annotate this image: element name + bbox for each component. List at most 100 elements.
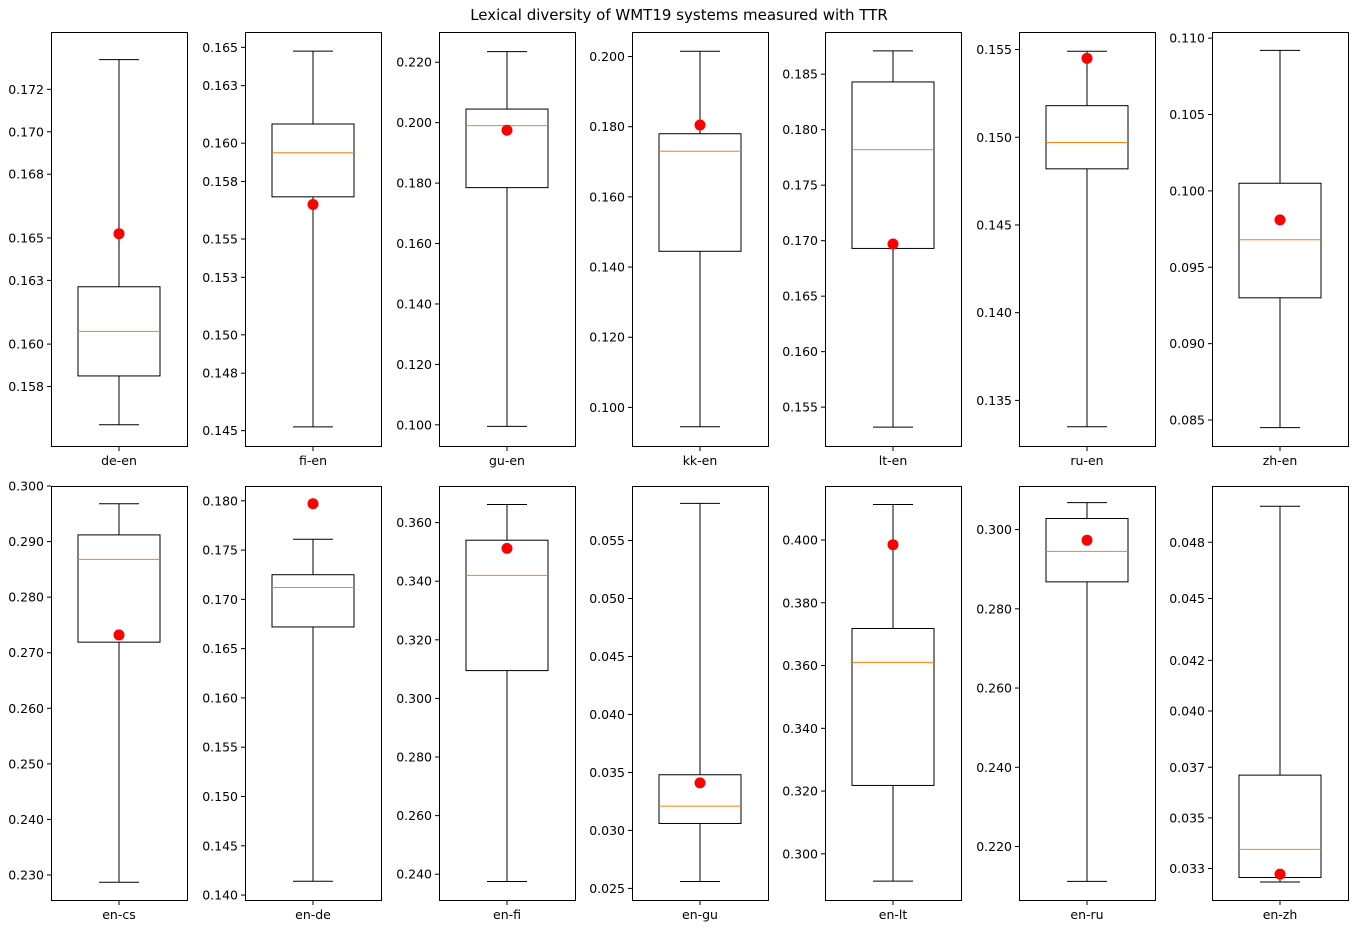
y-tick-label: 0.100 <box>396 417 432 432</box>
y-tick-label: 0.180 <box>396 176 432 191</box>
x-tick-label: en-ru <box>1070 907 1103 922</box>
y-tick-label: 0.163 <box>202 78 238 93</box>
y-tick-label: 0.135 <box>976 393 1012 408</box>
y-tick-label: 0.260 <box>396 808 432 823</box>
x-tick-label: en-gu <box>682 907 718 922</box>
y-tick-label: 0.220 <box>396 55 432 70</box>
y-tick-label: 0.120 <box>396 357 432 372</box>
subplot-gu-en: 0.100 0.120 0.140 0.160 0.180 0.200 0.220 gu-en <box>396 32 576 468</box>
y-tick-label: 0.085 <box>1169 413 1205 428</box>
subplot-en-ru: 0.220 0.240 0.260 0.280 0.300 en-ru <box>976 486 1156 922</box>
subplot-lt-en: 0.155 0.160 0.165 0.170 0.175 0.180 0.185 lt-en <box>782 32 962 468</box>
y-tick-label: 0.035 <box>589 765 625 780</box>
y-tick-label: 0.200 <box>589 49 625 64</box>
x-tick-label: en-lt <box>879 907 908 922</box>
y-tick-label: 0.185 <box>782 67 818 82</box>
y-tick-label: 0.360 <box>396 515 432 530</box>
axes-frame <box>245 32 382 447</box>
y-tick-label: 0.200 <box>396 115 432 130</box>
y-tick-label: 0.380 <box>782 595 818 610</box>
iqr-box <box>271 123 355 198</box>
y-tick-label: 0.180 <box>589 119 625 134</box>
y-tick-label: 0.180 <box>782 122 818 137</box>
iqr-box <box>465 539 549 672</box>
y-tick-label: 0.240 <box>976 760 1012 775</box>
y-tick-label: 0.145 <box>202 423 238 438</box>
point-marker <box>694 777 706 789</box>
point-marker <box>1274 868 1286 880</box>
x-tick-label: fi-en <box>299 453 327 468</box>
subplot-en-de: 0.140 0.145 0.150 0.155 0.160 0.165 0.170 0.175… <box>202 486 382 922</box>
x-tick-label: en-fi <box>493 907 521 922</box>
point-marker <box>113 629 125 641</box>
y-tick-label: 0.158 <box>202 174 238 189</box>
y-tick-label: 0.155 <box>202 232 238 247</box>
y-tick-label: 0.145 <box>202 838 238 853</box>
y-tick-label: 0.165 <box>202 40 238 55</box>
y-tick-label: 0.340 <box>396 574 432 589</box>
y-tick-label: 0.280 <box>8 590 44 605</box>
point-marker <box>307 199 319 210</box>
y-tick-label: 0.175 <box>202 543 238 558</box>
y-tick-label: 0.300 <box>976 522 1012 537</box>
axes-frame <box>1019 486 1156 901</box>
y-tick-label: 0.168 <box>8 167 44 182</box>
iqr-box <box>851 627 935 786</box>
y-tick-label: 0.140 <box>396 296 432 311</box>
iqr-box <box>271 574 355 628</box>
point-marker <box>887 539 899 551</box>
axes-frame <box>825 32 962 447</box>
y-tick-label: 0.150 <box>202 327 238 342</box>
y-tick-label: 0.320 <box>396 632 432 647</box>
y-tick-label: 0.045 <box>1169 591 1205 606</box>
y-tick-label: 0.148 <box>202 366 238 381</box>
axes-frame <box>1019 32 1156 447</box>
subplot-fi-en: 0.145 0.148 0.150 0.153 0.155 0.158 0.160 0.163… <box>202 32 382 468</box>
y-tick-label: 0.160 <box>8 337 44 352</box>
subplot-en-zh: 0.033 0.035 0.037 0.040 0.042 0.045 0.048 en-zh <box>1169 486 1349 922</box>
y-tick-label: 0.260 <box>8 701 44 716</box>
y-tick-label: 0.095 <box>1169 260 1205 275</box>
axes-frame <box>825 486 962 901</box>
y-tick-label: 0.240 <box>396 867 432 882</box>
subplot-en-lt: 0.300 0.320 0.340 0.360 0.380 0.400 en-lt <box>782 486 962 922</box>
subplot-en-cs: 0.230 0.240 0.250 0.260 0.270 0.280 0.290 0.300… <box>8 479 188 922</box>
y-tick-label: 0.170 <box>782 233 818 248</box>
y-tick-label: 0.025 <box>589 881 625 896</box>
y-tick-label: 0.100 <box>1169 183 1205 198</box>
y-tick-label: 0.340 <box>782 721 818 736</box>
x-tick-label: lt-en <box>879 453 908 468</box>
iqr-box <box>1238 182 1322 299</box>
y-tick-label: 0.300 <box>8 479 44 494</box>
axes-frame <box>51 486 188 901</box>
y-tick-label: 0.110 <box>1169 31 1205 46</box>
y-tick-label: 0.145 <box>976 217 1012 232</box>
y-tick-label: 0.140 <box>202 888 238 903</box>
axes-frame <box>245 486 382 901</box>
point-marker <box>887 238 899 250</box>
point-marker <box>501 124 513 136</box>
point-marker <box>307 498 319 510</box>
iqr-box <box>658 774 742 824</box>
iqr-box <box>1045 105 1129 170</box>
x-tick-label: kk-en <box>683 453 718 468</box>
subplot-de-en: 0.158 0.160 0.163 0.165 0.168 0.170 0.172 de-en <box>8 32 188 468</box>
subplot-en-gu: 0.025 0.030 0.035 0.040 0.045 0.050 0.055 en-gu <box>589 486 769 922</box>
y-tick-label: 0.260 <box>976 681 1012 696</box>
y-tick-label: 0.160 <box>589 189 625 204</box>
y-tick-label: 0.100 <box>589 400 625 415</box>
y-tick-label: 0.033 <box>1169 861 1205 876</box>
y-tick-label: 0.300 <box>782 846 818 861</box>
x-tick-label: en-cs <box>102 907 136 922</box>
y-tick-label: 0.155 <box>202 740 238 755</box>
iqr-box <box>465 108 549 189</box>
y-tick-label: 0.040 <box>1169 704 1205 719</box>
y-tick-label: 0.042 <box>1169 653 1205 668</box>
y-tick-label: 0.400 <box>782 532 818 547</box>
y-tick-label: 0.280 <box>396 750 432 765</box>
subplot-grid: 0.158 0.160 0.163 0.165 0.168 0.170 0.172 de-en… <box>8 31 1349 922</box>
subplot-ru-en: 0.135 0.140 0.145 0.150 0.155 ru-en <box>976 32 1156 468</box>
y-tick-label: 0.250 <box>8 756 44 771</box>
